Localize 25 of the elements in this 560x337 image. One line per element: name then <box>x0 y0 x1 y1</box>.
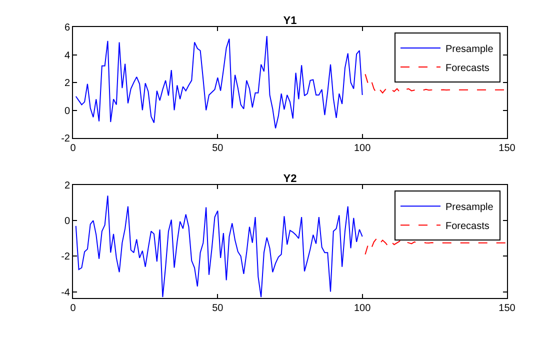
y-tick-label: 2 <box>64 180 70 192</box>
line-series <box>364 238 507 255</box>
legend-label: Forecasts <box>445 62 490 74</box>
x-tick-label: 50 <box>212 143 224 154</box>
y-tick-label: 0 <box>64 106 70 117</box>
chart-title: Y2 <box>283 172 297 185</box>
chart-title: Y1 <box>283 14 297 27</box>
legend-label: Forecasts <box>445 221 490 232</box>
x-tick-label: 100 <box>354 143 372 154</box>
x-tick-label: 50 <box>212 303 224 314</box>
x-tick-label: 150 <box>498 143 516 154</box>
y-tick-label: -4 <box>61 287 70 298</box>
y-tick-label: -2 <box>61 134 70 144</box>
y-tick-label: 6 <box>64 22 70 34</box>
x-tick-label: 100 <box>354 303 372 314</box>
line-series <box>75 36 363 129</box>
line-series <box>75 195 363 298</box>
y-tick-label: 2 <box>64 78 70 89</box>
line-series <box>364 74 507 94</box>
legend-label: Presample <box>445 202 494 214</box>
y-tick-label: -2 <box>61 252 70 263</box>
x-tick-label: 150 <box>498 303 516 314</box>
y-tick-label: 0 <box>64 216 70 228</box>
y-tick-label: 4 <box>64 50 70 62</box>
legend-label: Presample <box>445 44 494 55</box>
